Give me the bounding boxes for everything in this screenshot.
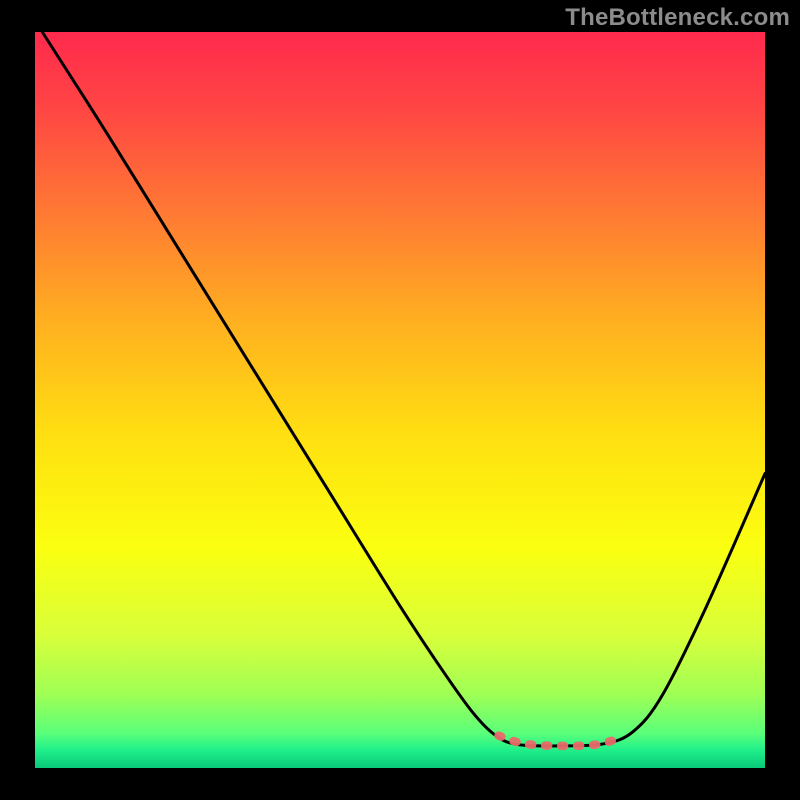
chart-gradient-bg	[35, 32, 765, 768]
chart-root: TheBottleneck.com	[0, 0, 800, 800]
watermark-text: TheBottleneck.com	[565, 4, 790, 32]
chart-svg	[0, 0, 800, 800]
